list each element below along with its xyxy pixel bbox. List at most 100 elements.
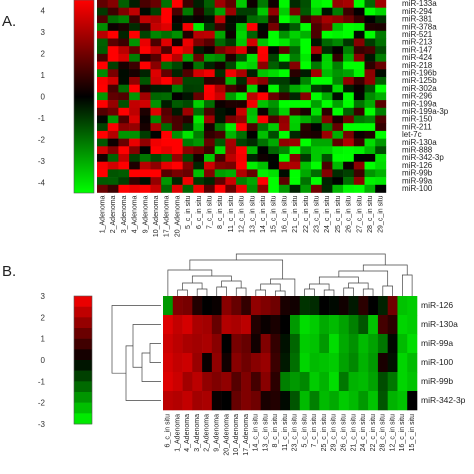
panel-a-heatmap-cell	[129, 61, 141, 70]
panel-a-heatmap-cell	[129, 123, 141, 132]
panel-b-heatmap-cell	[338, 334, 349, 354]
panel-a-heatmap-cell	[193, 30, 205, 39]
panel-a-heatmap-cell	[204, 184, 215, 193]
panel-a-heatmap-cell	[97, 100, 108, 109]
panel-b-colorbar-block	[74, 413, 92, 425]
panel-a-heatmap-cell	[171, 177, 183, 186]
dendro-link	[362, 288, 374, 296]
panel-a-heatmap-cell	[257, 107, 269, 116]
panel-a-heatmap-cell	[311, 184, 322, 193]
panel-a-heatmap-cell	[343, 161, 355, 170]
panel-b-heatmap-cell	[260, 353, 271, 373]
panel-a-heatmap-cell	[236, 53, 248, 62]
panel-a-heatmap-cell	[193, 38, 205, 47]
panel-a-heatmap-cell	[246, 100, 258, 109]
panel-a-heatmap-cell	[129, 107, 141, 116]
panel-a-heatmap-cell	[278, 23, 290, 32]
panel-a-heatmap-cell	[161, 130, 173, 139]
panel-a-heatmap-cell	[375, 38, 387, 47]
panel-a-heatmap-cell	[343, 115, 355, 124]
panel-a-column-label: 16_c_in situ	[281, 195, 288, 232]
panel-b-heatmap-cell	[338, 391, 349, 411]
panel-a-column-label: 23_c_in situ	[313, 195, 320, 232]
panel-a-heatmap-cell	[300, 161, 312, 170]
panel-a-heatmap-cell	[311, 169, 322, 178]
panel-a-heatmap-cell	[300, 0, 312, 8]
panel-a-heatmap-cell	[364, 177, 376, 186]
panel-a-heatmap-cell	[364, 92, 376, 101]
panel-a-heatmap-cell	[353, 184, 365, 193]
panel-a-heatmap-cell	[343, 138, 355, 147]
panel-a-row-label: miR-424	[402, 53, 433, 62]
panel-a-heatmap-cell	[321, 0, 333, 8]
panel-a-heatmap-cell	[343, 92, 355, 101]
panel-a-heatmap-cell	[278, 138, 290, 147]
panel-a-heatmap-cell	[182, 7, 194, 16]
panel-a-heatmap-cell	[375, 77, 387, 85]
panel-a-heatmap-cell	[278, 107, 290, 116]
panel-a-heatmap-cell	[343, 84, 355, 93]
panel-a-heatmap-cell	[311, 30, 322, 39]
panel-b-heatmap-cell	[211, 334, 222, 354]
panel-a-heatmap-cell	[150, 53, 162, 62]
panel-a-heatmap-cell	[332, 0, 344, 8]
panel-a-heatmap-cell	[246, 0, 258, 8]
panel-a-heatmap-cell	[268, 46, 280, 55]
panel-a-heatmap-cell	[204, 15, 215, 24]
panel-a-heatmap-cell	[332, 77, 344, 85]
panel-b-heatmap-cell	[260, 315, 271, 335]
panel-a-heatmap-cell	[289, 138, 301, 147]
panel-b-colorbar-block	[74, 349, 92, 361]
panel-a-heatmap-cell	[321, 107, 333, 116]
panel-a-heatmap-cell	[193, 107, 205, 116]
panel-a-heatmap-cell	[107, 169, 119, 178]
panel-a-heatmap-cell	[321, 184, 333, 193]
panel-b-column-label: 4_Adenoma	[184, 414, 191, 452]
panel-a-heatmap-cell	[139, 38, 151, 47]
panel-a-heatmap-cell	[343, 46, 355, 55]
panel-a-heatmap-cell	[257, 161, 269, 170]
panel-a-heatmap-cell	[300, 38, 312, 47]
panel-a-heatmap-cell	[129, 92, 141, 101]
panel-a-heatmap-cell	[268, 161, 280, 170]
panel-a-heatmap-cell	[182, 130, 194, 139]
panel-a-heatmap-cell	[150, 92, 162, 101]
panel-a-column-label: 14_c_in situ	[260, 195, 267, 232]
panel-a-heatmap-cell	[321, 92, 333, 101]
panel-a-heatmap-cell	[268, 0, 280, 8]
panel-a-row-label: miR-218	[402, 61, 433, 70]
panel-a-heatmap-cell	[214, 23, 226, 32]
panel-b-heatmap-cell	[397, 296, 408, 316]
dendro-link	[149, 343, 161, 363]
panel-b-heatmap-cell	[182, 315, 193, 335]
panel-a-heatmap-cell	[257, 100, 269, 109]
panel-b-colorbar-block	[74, 328, 92, 339]
panel-a-heatmap-cell	[225, 38, 237, 47]
panel-b-heatmap-cell	[358, 315, 369, 335]
panel-a-heatmap-cell	[311, 38, 322, 47]
panel-a-heatmap-cell	[332, 7, 344, 16]
panel-b-heatmap-cell	[397, 315, 408, 335]
panel-b-heatmap-cell	[368, 391, 379, 411]
panel-a-heatmap-cell	[129, 161, 141, 170]
panel-a-heatmap-cell	[161, 7, 173, 16]
panel-a-row-label: miR-199a	[402, 99, 437, 108]
dendro-link	[196, 288, 208, 296]
panel-a-heatmap-cell	[214, 77, 226, 85]
panel-a-heatmap-cell	[321, 77, 333, 85]
panel-b-colorbar-tick: 3	[41, 292, 46, 301]
panel-a-heatmap-cell	[246, 161, 258, 170]
panel-b-heatmap-cell	[192, 391, 203, 411]
panel-a-heatmap-cell	[204, 107, 215, 116]
panel-a-heatmap-cell	[278, 123, 290, 132]
panel-a-heatmap-cell	[311, 123, 322, 132]
panel-b-heatmap-cell	[407, 372, 418, 392]
panel-a-row-label: miR-213	[402, 38, 433, 47]
panel-b-heatmap-cell	[221, 315, 232, 335]
panel-a-heatmap-cell	[204, 38, 215, 47]
panel-a-heatmap-cell	[343, 69, 355, 78]
panel-b-column-label: 23_c_in situ	[292, 414, 299, 451]
panel-a-heatmap-cell	[246, 92, 258, 101]
panel-a-heatmap-cell	[171, 38, 183, 47]
panel-b-heatmap-cell	[377, 296, 388, 316]
